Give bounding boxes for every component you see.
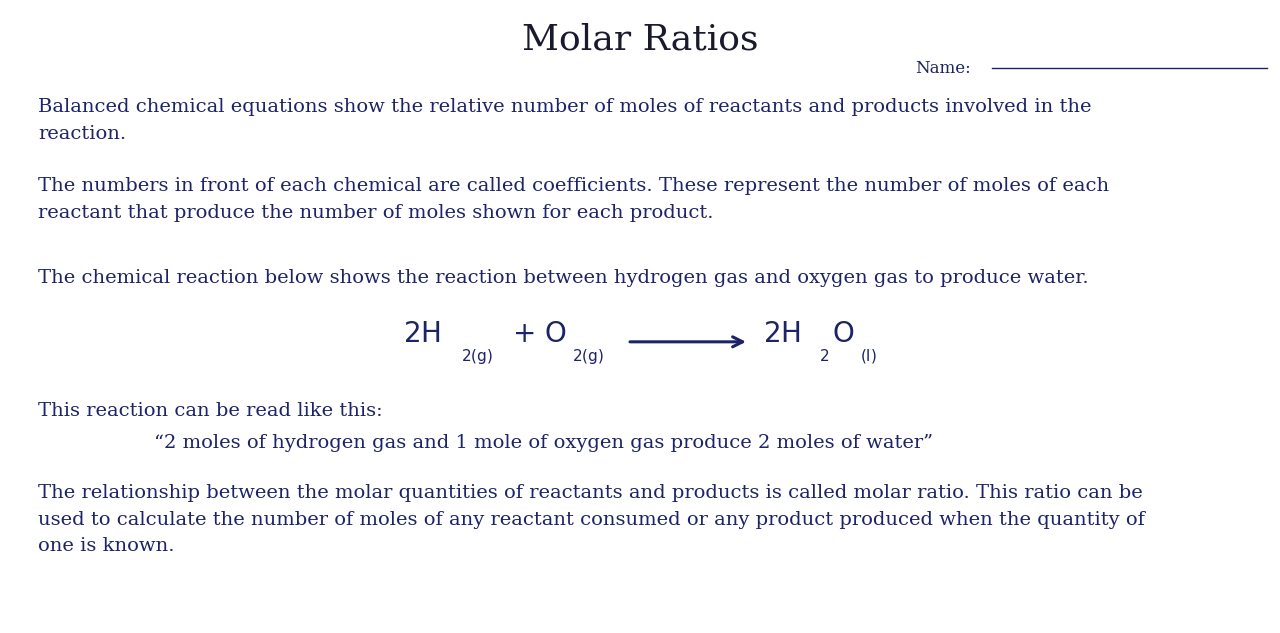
Text: This reaction can be read like this:: This reaction can be read like this: [38, 402, 383, 420]
Text: Name:: Name: [915, 60, 972, 77]
Text: “2 moles of hydrogen gas and 1 mole of oxygen gas produce 2 moles of water”: “2 moles of hydrogen gas and 1 mole of o… [154, 434, 933, 451]
Text: $\mathrm{O}$: $\mathrm{O}$ [832, 321, 854, 348]
Text: $\mathrm{2(g)}$: $\mathrm{2(g)}$ [572, 347, 604, 366]
Text: The chemical reaction below shows the reaction between hydrogen gas and oxygen g: The chemical reaction below shows the re… [38, 269, 1089, 287]
Text: $2\mathrm{H}$: $2\mathrm{H}$ [403, 321, 442, 348]
Text: $\mathrm{2(g)}$: $\mathrm{2(g)}$ [461, 347, 493, 366]
Text: $\mathrm{O}$: $\mathrm{O}$ [544, 321, 566, 348]
Text: $\mathrm{(l)}$: $\mathrm{(l)}$ [860, 348, 877, 365]
Text: The relationship between the molar quantities of reactants and products is calle: The relationship between the molar quant… [38, 484, 1146, 555]
Text: $2\mathrm{H}$: $2\mathrm{H}$ [763, 321, 801, 348]
Text: $+$: $+$ [512, 321, 534, 348]
Text: $\mathrm{2}$: $\mathrm{2}$ [819, 348, 829, 364]
Text: Molar Ratios: Molar Ratios [522, 22, 758, 56]
Text: Balanced chemical equations show the relative number of moles of reactants and p: Balanced chemical equations show the rel… [38, 98, 1092, 142]
Text: The numbers in front of each chemical are called coefficients. These represent t: The numbers in front of each chemical ar… [38, 177, 1110, 222]
